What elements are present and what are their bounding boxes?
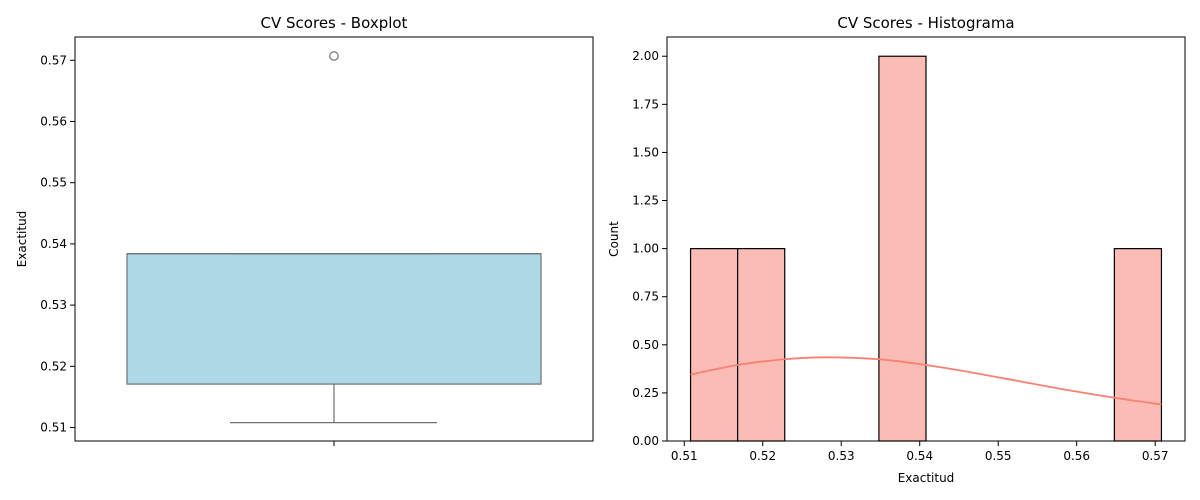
boxplot-y-tick-label: 0.51: [40, 421, 67, 435]
kde-curve: [690, 356, 1162, 406]
boxplot-y-tick-label: 0.55: [40, 176, 67, 190]
boxplot-y-axis-label: Exactitud: [15, 211, 29, 268]
histogram-frame: [666, 36, 1186, 442]
histogram-y-tick-label: 0.25: [632, 386, 659, 400]
histogram-y-axis: 0.00 0.25 0.50 0.75 1.00 1.25 1.50 1.75 2.00: [632, 49, 667, 448]
histogram-title: CV Scores - Histograma: [837, 14, 1014, 32]
boxplot-y-tick-label: 0.54: [40, 237, 67, 251]
histogram-bar: [737, 248, 786, 442]
histogram-plot-area: [689, 55, 1163, 442]
boxplot-y-axis: 0.51 0.52 0.53 0.54 0.55 0.56 0.57: [40, 53, 75, 435]
box-iqr: [126, 253, 542, 385]
boxplot-title: CV Scores - Boxplot: [261, 14, 408, 32]
histogram-x-tick-label: 0.55: [985, 449, 1012, 463]
histogram-y-tick-label: 2.00: [632, 49, 659, 63]
boxplot-y-tick-label: 0.57: [40, 53, 67, 67]
histogram-x-axis: 0.51 0.52 0.53 0.54 0.55 0.56 0.57: [671, 441, 1169, 463]
histogram-y-axis-label: Count: [607, 221, 621, 257]
boxplot-y-tick-label: 0.52: [40, 359, 67, 373]
histogram-x-tick-label: 0.57: [1142, 449, 1169, 463]
boxplot-y-tick-label: 0.56: [40, 114, 67, 128]
histogram-y-tick-label: 1.75: [632, 97, 659, 111]
boxplot-panel: CV Scores - Boxplot 0.51 0.52 0.53 0.54 0.55…: [15, 14, 594, 446]
histogram-bar: [689, 248, 739, 442]
histogram-y-tick-label: 0.00: [632, 434, 659, 448]
box-outlier-point: [329, 51, 339, 61]
histogram-y-tick-label: 0.75: [632, 290, 659, 304]
histogram-y-tick-label: 1.50: [632, 145, 659, 159]
boxplot-plot-area: [126, 51, 542, 424]
histogram-bar: [1113, 248, 1163, 442]
histogram-x-axis-label: Exactitud: [898, 471, 955, 485]
histogram-x-tick-label: 0.51: [671, 449, 698, 463]
histogram-x-tick-label: 0.53: [828, 449, 855, 463]
histogram-x-tick-label: 0.54: [906, 449, 933, 463]
histogram-y-tick-label: 1.00: [632, 242, 659, 256]
histogram-panel: CV Scores - Histograma 0.51 0.52 0.53 0.54 0…: [607, 14, 1186, 485]
histogram-x-tick-label: 0.56: [1063, 449, 1090, 463]
histogram-bar: [878, 55, 927, 442]
boxplot-y-tick-label: 0.53: [40, 298, 67, 312]
histogram-y-tick-label: 1.25: [632, 194, 659, 208]
histogram-y-tick-label: 0.50: [632, 338, 659, 352]
histogram-x-tick-label: 0.52: [749, 449, 776, 463]
